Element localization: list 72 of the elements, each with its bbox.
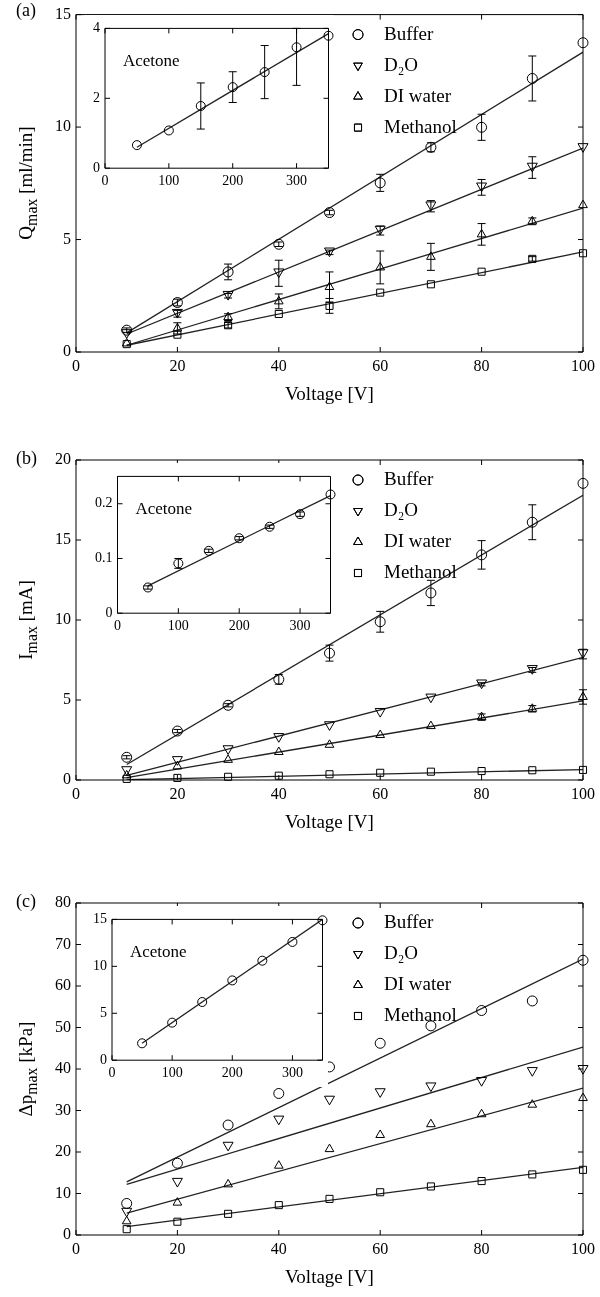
- x-tick-label: 100: [158, 173, 180, 189]
- y-tick-label: 80: [55, 893, 71, 911]
- y-tick-label: 15: [55, 530, 71, 548]
- chart-title: (b): [16, 448, 37, 469]
- x-tick-label: 60: [372, 784, 389, 802]
- x-tick-label: 200: [221, 1065, 243, 1081]
- y-tick-label: 0: [93, 159, 100, 175]
- y-tick-label: 10: [55, 117, 71, 135]
- y-tick-label: 5: [63, 690, 71, 708]
- chart-title: (c): [16, 891, 36, 912]
- x-tick-label: 20: [169, 784, 186, 802]
- x-tick-label: 100: [571, 356, 595, 374]
- x-tick-label: 200: [228, 618, 250, 634]
- annotation: Acetone: [135, 499, 193, 519]
- y-tick-label: 10: [93, 958, 107, 974]
- annotation: Acetone: [123, 51, 180, 71]
- y-tick-label: 4: [93, 20, 100, 36]
- y-tick-label: 5: [63, 229, 71, 247]
- legend-label: Methanol: [384, 1003, 457, 1025]
- x-tick-label: 100: [571, 1239, 595, 1257]
- x-tick-label: 100: [161, 1065, 183, 1081]
- y-tick-label: 20: [55, 1142, 71, 1160]
- y-tick-label: 2: [93, 89, 100, 105]
- y-tick-label: 30: [55, 1100, 71, 1118]
- legend-label: Buffer: [384, 22, 434, 44]
- y-tick-label: 0: [63, 342, 71, 360]
- x-tick-label: 40: [270, 356, 287, 374]
- y-tick-label: 0: [100, 1051, 107, 1067]
- y-tick-label: 20: [55, 450, 71, 468]
- x-tick-label: 80: [473, 1239, 490, 1257]
- y-tick-label: 60: [55, 976, 71, 994]
- y-tick-label: 70: [55, 934, 71, 952]
- x-tick-label: 300: [289, 618, 311, 634]
- legend-label: D₂O: [384, 941, 419, 963]
- x-tick-label: 60: [372, 356, 389, 374]
- x-tick-label: 300: [286, 173, 308, 189]
- y-tick-label: 0.1: [95, 550, 113, 566]
- x-tick-label: 200: [222, 173, 244, 189]
- y-tick-label: 10: [55, 1183, 71, 1201]
- y-tick-label: 10: [55, 610, 71, 628]
- legend-label: Buffer: [384, 467, 434, 489]
- x-tick-label: 80: [473, 356, 490, 374]
- x-tick-label: 20: [169, 1239, 186, 1257]
- legend-label: DI water: [384, 529, 452, 551]
- x-axis-title: Voltage [V]: [285, 810, 374, 832]
- legend-label: Buffer: [384, 910, 434, 932]
- x-tick-label: 100: [167, 618, 189, 634]
- x-tick-label: 40: [270, 784, 287, 802]
- legend-label: Methanol: [384, 560, 457, 582]
- legend-label: Methanol: [384, 115, 457, 137]
- y-tick-label: 0.2: [95, 495, 113, 511]
- x-axis-title: Voltage [V]: [285, 1265, 374, 1287]
- x-tick-label: 20: [169, 356, 186, 374]
- legend-label: DI water: [384, 84, 452, 106]
- x-tick-label: 100: [571, 784, 595, 802]
- y-tick-label: 15: [93, 911, 107, 927]
- legend-label: D₂O: [384, 498, 419, 520]
- x-tick-label: 40: [270, 1239, 287, 1257]
- annotation: Acetone: [130, 942, 187, 962]
- y-tick-label: 0: [105, 604, 113, 620]
- chart-title: (a): [16, 0, 36, 21]
- x-tick-label: 60: [372, 1239, 389, 1257]
- x-tick-label: 80: [473, 784, 490, 802]
- y-tick-label: 15: [55, 4, 71, 22]
- x-axis-title: Voltage [V]: [285, 382, 374, 404]
- y-tick-label: 5: [100, 1004, 107, 1020]
- y-tick-label: 0: [63, 770, 71, 788]
- y-tick-label: 0: [63, 1225, 71, 1243]
- x-tick-label: 300: [281, 1065, 303, 1081]
- legend-label: D₂O: [384, 53, 419, 75]
- legend-label: DI water: [384, 972, 452, 994]
- y-tick-label: 50: [55, 1017, 71, 1035]
